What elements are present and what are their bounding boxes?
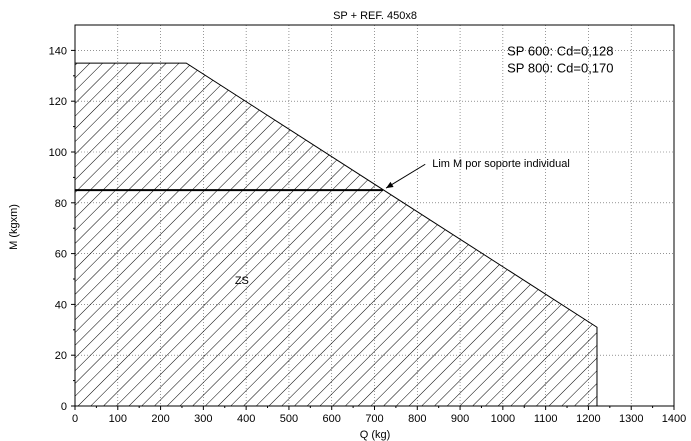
x-tick-label: 1300 — [619, 413, 643, 425]
y-axis: 0 20 40 60 80 100 120 140 — [49, 45, 75, 413]
x-tick-label: 1000 — [491, 413, 515, 425]
x-tick-label: 900 — [451, 413, 469, 425]
y-tick-label: 120 — [49, 96, 67, 108]
x-tick-label: 700 — [365, 413, 383, 425]
x-tick-label: 1400 — [662, 413, 686, 425]
x-tick-label: 1200 — [576, 413, 600, 425]
x-tick-label: 1100 — [534, 413, 558, 425]
y-tick-label: 20 — [55, 350, 67, 362]
chart-title: SP + REF. 450x8 — [333, 10, 417, 22]
x-tick-label: 600 — [323, 413, 341, 425]
y-axis-title: M (kgxm) — [8, 204, 20, 250]
y-tick-label: 0 — [61, 401, 67, 413]
zs-region — [74, 62, 598, 407]
note-sp800: SP 800: Cd=0,170 — [507, 60, 613, 75]
x-tick-label: 0 — [72, 413, 78, 425]
x-tick-label: 500 — [280, 413, 298, 425]
x-tick-label: 400 — [237, 413, 255, 425]
y-tick-label: 40 — [55, 299, 67, 311]
limit-arrow — [385, 163, 426, 189]
x-tick-label: 200 — [151, 413, 169, 425]
y-tick-label: 140 — [49, 45, 67, 57]
note-sp600: SP 600: Cd=0,128 — [507, 43, 613, 58]
x-axis: 0 100 200 300 400 500 600 700 800 900 1000 1100 1200… — [72, 406, 686, 425]
y-tick-label: 80 — [55, 198, 67, 210]
y-tick-label: 60 — [55, 249, 67, 261]
x-tick-label: 800 — [408, 413, 426, 425]
region-label: ZS — [235, 275, 249, 287]
limit-line-label: Lim M por soporte individual — [432, 158, 570, 170]
x-tick-label: 300 — [194, 413, 212, 425]
y-tick-label: 100 — [49, 147, 67, 159]
x-axis-title: Q (kg) — [360, 429, 391, 441]
limit-arrowhead — [386, 181, 394, 189]
x-tick-label: 100 — [109, 413, 127, 425]
